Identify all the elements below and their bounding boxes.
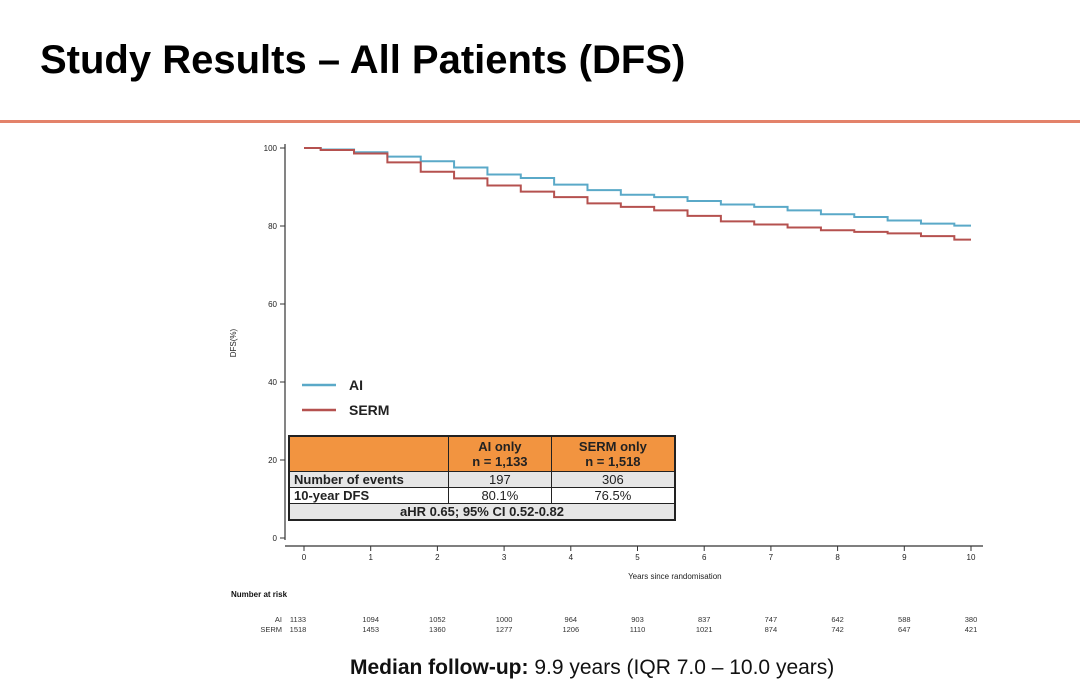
risk-value: 588 bbox=[898, 615, 911, 624]
y-tick-label: 40 bbox=[268, 378, 277, 387]
x-tick-label: 0 bbox=[302, 553, 307, 562]
y-tick-label: 0 bbox=[273, 534, 278, 543]
title-divider bbox=[0, 120, 1080, 123]
table-row: 10-year DFS 80.1% 76.5% bbox=[288, 487, 676, 504]
chart-curves bbox=[304, 147, 971, 241]
table-header-serm: SERM only n = 1,518 bbox=[550, 435, 676, 472]
x-tick-label: 5 bbox=[635, 553, 640, 562]
risk-value: 1518 bbox=[290, 625, 307, 634]
number-at-risk: Number at risk AI 1133 1094 1052 1000 964 903 83… bbox=[231, 590, 977, 634]
risk-value: 1021 bbox=[696, 625, 713, 634]
x-tick-label: 4 bbox=[569, 553, 574, 562]
chart-axes: 0 20 40 60 80 100 0 1 2 3 4 5 6 7 8 9 10 Years since rand… bbox=[229, 144, 983, 581]
ai-events: 197 bbox=[448, 471, 552, 488]
risk-value: 874 bbox=[765, 625, 778, 634]
y-tick-label: 80 bbox=[268, 222, 277, 231]
table-header-ai: AI only n = 1,133 bbox=[448, 435, 552, 472]
chart-legend: AI SERM bbox=[302, 377, 389, 418]
serm-events: 306 bbox=[550, 471, 676, 488]
risk-title: Number at risk bbox=[231, 590, 288, 599]
y-tick-label: 60 bbox=[268, 300, 277, 309]
risk-value: 421 bbox=[965, 625, 978, 634]
legend-label-ai: AI bbox=[349, 377, 363, 393]
risk-row-label: AI bbox=[275, 615, 282, 624]
risk-value: 380 bbox=[965, 615, 978, 624]
follow-up-value: 9.9 years (IQR 7.0 – 10.0 years) bbox=[528, 656, 835, 679]
y-tick-label: 20 bbox=[268, 456, 277, 465]
y-tick-label: 100 bbox=[264, 144, 278, 153]
follow-up-label: Median follow-up: bbox=[350, 656, 529, 679]
x-tick-label: 1 bbox=[368, 553, 373, 562]
risk-value: 642 bbox=[831, 615, 844, 624]
x-axis-title: Years since randomisation bbox=[628, 572, 722, 581]
serm-header-n: n = 1,518 bbox=[585, 454, 641, 469]
table-header-empty bbox=[288, 435, 449, 472]
slide-title: Study Results – All Patients (DFS) bbox=[40, 38, 686, 82]
row-label: 10-year DFS bbox=[288, 487, 449, 504]
risk-value: 1000 bbox=[496, 615, 513, 624]
risk-row-label: SERM bbox=[260, 625, 282, 634]
risk-value: 1052 bbox=[429, 615, 446, 624]
x-tick-label: 8 bbox=[835, 553, 840, 562]
risk-value: 1360 bbox=[429, 625, 446, 634]
curve-ai bbox=[304, 147, 971, 227]
risk-value: 964 bbox=[565, 615, 578, 624]
median-follow-up: Median follow-up: 9.9 years (IQR 7.0 – 1… bbox=[350, 656, 834, 680]
risk-value: 742 bbox=[831, 625, 844, 634]
risk-value: 1133 bbox=[290, 615, 306, 624]
x-tick-label: 6 bbox=[702, 553, 707, 562]
legend-label-serm: SERM bbox=[349, 402, 389, 418]
risk-value: 1277 bbox=[496, 625, 513, 634]
curve-serm bbox=[304, 147, 971, 241]
risk-value: 1206 bbox=[562, 625, 579, 634]
ai-header-n: n = 1,133 bbox=[472, 454, 528, 469]
x-tick-label: 3 bbox=[502, 553, 507, 562]
hazard-ratio: aHR 0.65; 95% CI 0.52-0.82 bbox=[288, 503, 676, 521]
risk-value: 747 bbox=[765, 615, 778, 624]
y-axis-title: DFS(%) bbox=[229, 328, 238, 357]
x-tick-label: 2 bbox=[435, 553, 440, 562]
x-tick-label: 9 bbox=[902, 553, 907, 562]
results-table: AI only n = 1,133 SERM only n = 1,518 Numb… bbox=[288, 435, 676, 521]
risk-value: 1110 bbox=[630, 625, 646, 634]
ai-header-label: AI only bbox=[478, 439, 522, 454]
table-header-row: AI only n = 1,133 SERM only n = 1,518 bbox=[288, 435, 676, 472]
x-tick-label: 7 bbox=[769, 553, 774, 562]
risk-value: 837 bbox=[698, 615, 711, 624]
risk-value: 647 bbox=[898, 625, 911, 634]
x-tick-label: 10 bbox=[967, 553, 976, 562]
risk-value: 1453 bbox=[362, 625, 379, 634]
serm-dfs: 76.5% bbox=[550, 487, 676, 504]
table-row: Number of events 197 306 bbox=[288, 471, 676, 488]
serm-header-label: SERM only bbox=[578, 439, 647, 454]
table-footnote-row: aHR 0.65; 95% CI 0.52-0.82 bbox=[288, 503, 676, 521]
risk-value: 1094 bbox=[362, 615, 379, 624]
risk-value: 903 bbox=[631, 615, 644, 624]
row-label: Number of events bbox=[288, 471, 449, 488]
ai-dfs: 80.1% bbox=[448, 487, 552, 504]
